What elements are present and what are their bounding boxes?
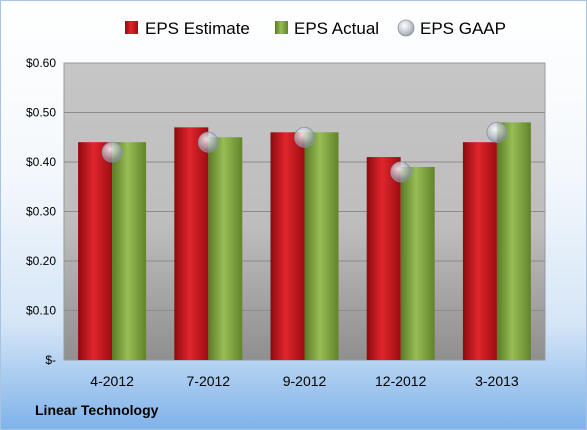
y-tick-label: $- [45,353,56,367]
bar-estimate-12-2012 [366,157,401,360]
legend-label-eps-gaap: EPS GAAP [420,19,506,38]
gaap-points [101,121,508,183]
point-gaap-7-2012 [197,131,219,153]
bar-estimate-4-2012 [78,142,113,360]
x-tick-label: 9-2012 [283,373,327,389]
point-gaap-3-2013 [486,121,508,143]
bar-estimate-3-2013 [462,142,497,360]
legend-swatch-eps-estimate [125,21,138,34]
y-tick-label: $0.50 [26,106,56,120]
bar-estimate-9-2012 [270,132,305,360]
point-gaap-9-2012 [294,126,315,148]
bar-actual-3-2013 [496,122,531,361]
bars [78,122,531,361]
legend-swatch-eps-actual [275,21,288,34]
legend: EPS Estimate EPS Actual EPS GAAP [125,19,506,38]
x-tick-label: 7-2012 [187,373,231,389]
bar-actual-12-2012 [400,166,435,360]
x-tick-label: 4-2012 [90,373,134,389]
x-tick-label: 12-2012 [375,373,427,389]
bar-actual-4-2012 [112,142,147,360]
legend-item-eps-estimate: EPS Estimate [125,19,250,38]
x-tick-label: 3-2013 [475,373,519,389]
bar-actual-7-2012 [208,137,243,360]
y-tick-label: $0.20 [26,254,56,268]
y-tick-label: $0.10 [26,304,56,318]
bar-estimate-7-2012 [174,127,209,360]
bar-actual-9-2012 [304,132,339,360]
point-gaap-4-2012 [101,141,123,163]
legend-item-eps-actual: EPS Actual [275,19,379,38]
company-name: Linear Technology [35,402,159,418]
y-tick-label: $0.40 [26,155,56,169]
legend-label-eps-actual: EPS Actual [294,19,379,38]
y-tick-label: $0.30 [26,205,56,219]
y-axis-tick-labels: $- $0.10 $0.20 $0.30 $0.40 $0.50 $0.60 [26,56,56,367]
point-gaap-12-2012 [390,161,412,183]
legend-item-eps-gaap: EPS GAAP [397,19,506,38]
x-axis-tick-labels: 4-2012 7-2012 9-2012 12-2012 3-2013 [90,373,519,389]
legend-label-eps-estimate: EPS Estimate [145,19,250,38]
legend-marker-eps-gaap [397,19,415,37]
y-tick-label: $0.60 [26,56,56,70]
